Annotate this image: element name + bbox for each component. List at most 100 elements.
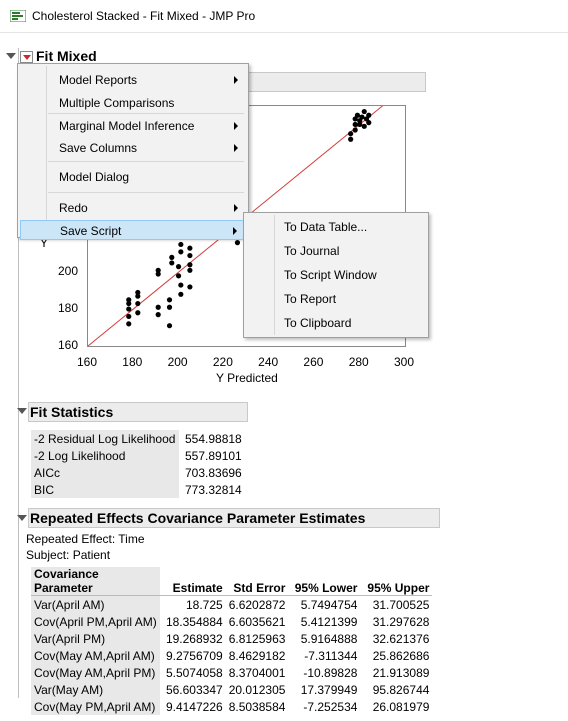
submenu-item-to-script-window[interactable]: To Script Window bbox=[284, 268, 377, 282]
data-point[interactable] bbox=[361, 123, 367, 129]
data-point[interactable] bbox=[352, 127, 358, 133]
covariance-value-cell: 32.621376 bbox=[372, 631, 430, 646]
data-point[interactable] bbox=[361, 108, 367, 115]
covariance-value-cell: 17.379949 bbox=[300, 682, 358, 697]
data-point[interactable] bbox=[352, 121, 358, 128]
data-point[interactable] bbox=[234, 240, 241, 246]
data-point[interactable] bbox=[126, 300, 132, 307]
covariance-value-cell: 5.7494754 bbox=[300, 597, 358, 612]
fit-statistics-title: Fit Statistics bbox=[30, 404, 114, 420]
fit-stat-row: -2 Residual Log Likelihood 554.98818 bbox=[31, 430, 245, 447]
y-tick-label: 180 bbox=[58, 301, 79, 316]
covariance-value-cell: -10.89828 bbox=[303, 665, 358, 680]
fit-stat-label: -2 Log Likelihood bbox=[31, 447, 179, 464]
menu-separator bbox=[48, 113, 244, 114]
data-point[interactable] bbox=[155, 271, 161, 277]
x-tick-label: 220 bbox=[212, 355, 233, 369]
data-point[interactable] bbox=[359, 114, 365, 120]
data-point[interactable] bbox=[126, 313, 132, 320]
save-script-submenu: To Data Table... To Journal To Script Wind… bbox=[243, 212, 429, 338]
data-point[interactable] bbox=[354, 112, 361, 118]
x-tick-label: 280 bbox=[348, 355, 369, 369]
covariance-row: Cov(April PM,April AM) 18.354884 6.6035621… bbox=[31, 613, 432, 630]
data-point[interactable] bbox=[187, 252, 193, 259]
submenu-item-to-report[interactable]: To Report bbox=[284, 292, 337, 306]
data-point[interactable] bbox=[178, 282, 184, 288]
data-point[interactable] bbox=[169, 260, 175, 266]
col-header-parameter[interactable]: Covariance Parameter bbox=[31, 567, 160, 596]
x-tick-label: 300 bbox=[394, 355, 415, 369]
data-point[interactable] bbox=[135, 300, 141, 307]
menu-item-save-columns[interactable]: Save Columns bbox=[20, 138, 246, 158]
fit-statistics-header[interactable] bbox=[28, 402, 248, 422]
menu-item-label: Save Script bbox=[60, 224, 122, 238]
menu-item-save-script[interactable]: Save Script bbox=[20, 220, 246, 240]
submenu-item-to-journal[interactable]: To Journal bbox=[284, 244, 340, 258]
data-point[interactable] bbox=[155, 267, 161, 273]
data-point[interactable] bbox=[187, 262, 193, 268]
covariance-value-cell: 18.354884 bbox=[165, 614, 223, 629]
data-point[interactable] bbox=[175, 264, 182, 270]
covariance-value-cell: 9.4147226 bbox=[165, 699, 223, 714]
col-header-estimate[interactable]: Estimate bbox=[159, 567, 226, 596]
menu-item-multiple-comparisons[interactable]: Multiple Comparisons bbox=[20, 93, 246, 113]
menu-item-model-dialog[interactable]: Model Dialog bbox=[20, 167, 246, 187]
covariance-value-cell: 8.5038584 bbox=[228, 699, 286, 714]
data-point[interactable] bbox=[135, 310, 141, 316]
covariance-value-cell: 18.725 bbox=[185, 597, 223, 612]
collapse-fit-mixed-icon[interactable] bbox=[6, 53, 16, 59]
menu-item-redo[interactable]: Redo bbox=[20, 198, 246, 218]
data-point[interactable] bbox=[135, 289, 141, 296]
data-point[interactable] bbox=[169, 254, 175, 260]
data-point[interactable] bbox=[178, 241, 184, 248]
covariance-value-cell: 6.6202872 bbox=[228, 597, 286, 612]
menu-item-marginal-model-inference[interactable]: Marginal Model Inference bbox=[20, 116, 246, 136]
data-point[interactable] bbox=[155, 304, 161, 310]
collapse-fit-statistics-icon[interactable] bbox=[17, 408, 27, 414]
covariance-header[interactable] bbox=[28, 508, 440, 528]
covariance-parameter-cell: Cov(May AM,April PM) bbox=[31, 664, 160, 681]
col-header-std-error[interactable]: Std Error bbox=[225, 567, 289, 596]
data-point[interactable] bbox=[187, 245, 193, 251]
data-point[interactable] bbox=[187, 284, 193, 290]
data-point[interactable] bbox=[178, 249, 184, 255]
submenu-item-to-data-table[interactable]: To Data Table... bbox=[284, 220, 368, 234]
data-point[interactable] bbox=[126, 321, 132, 327]
data-point[interactable] bbox=[126, 297, 132, 303]
data-point[interactable] bbox=[155, 312, 161, 318]
data-point[interactable] bbox=[178, 291, 184, 297]
x-tick-label: 160 bbox=[77, 355, 98, 369]
fit-stat-label: BIC bbox=[31, 481, 179, 498]
data-point[interactable] bbox=[166, 304, 173, 310]
covariance-value-cell: 5.4121399 bbox=[300, 614, 358, 629]
menu-item-model-reports[interactable]: Model Reports bbox=[20, 70, 246, 90]
data-point[interactable] bbox=[166, 297, 173, 303]
submenu-item-to-clipboard[interactable]: To Clipboard bbox=[284, 316, 352, 330]
col-header-lower[interactable]: 95% Lower bbox=[288, 567, 361, 596]
data-point[interactable] bbox=[348, 131, 354, 137]
data-point[interactable] bbox=[166, 323, 173, 329]
covariance-value-cell: 21.913089 bbox=[372, 665, 430, 680]
data-point[interactable] bbox=[135, 293, 141, 299]
data-point[interactable] bbox=[126, 306, 132, 312]
data-point[interactable] bbox=[366, 120, 372, 126]
data-point[interactable] bbox=[175, 273, 182, 279]
window-titlebar: Cholesterol Stacked - Fit Mixed - JMP Pr… bbox=[0, 0, 568, 33]
data-point[interactable] bbox=[366, 112, 372, 118]
data-point[interactable] bbox=[348, 136, 354, 142]
covariance-value-cell: -7.311344 bbox=[304, 648, 358, 663]
submenu-arrow-icon bbox=[234, 204, 238, 212]
actual-by-predicted-header[interactable] bbox=[244, 72, 426, 92]
fit-stat-row: -2 Log Likelihood 557.89101 bbox=[31, 447, 245, 464]
collapse-covariance-icon[interactable] bbox=[17, 515, 27, 521]
menu-gutter bbox=[46, 66, 47, 235]
red-triangle-menu-icon[interactable] bbox=[20, 51, 33, 63]
covariance-value-cell: 6.6035621 bbox=[228, 614, 286, 629]
data-point[interactable] bbox=[187, 267, 193, 273]
covariance-table: Covariance Parameter Estimate Std Error … bbox=[31, 567, 433, 715]
menu-item-label: Model Dialog bbox=[59, 170, 130, 184]
covariance-parameter-cell: Cov(May AM,April AM) bbox=[31, 647, 160, 664]
col-header-upper[interactable]: 95% Upper bbox=[360, 567, 433, 596]
fit-stat-label: AICc bbox=[31, 464, 179, 481]
data-point[interactable] bbox=[357, 121, 363, 128]
